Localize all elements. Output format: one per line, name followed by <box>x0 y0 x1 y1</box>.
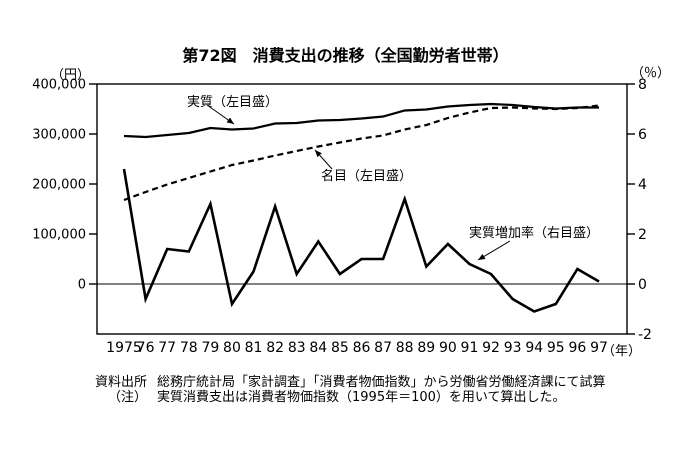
right-tick-label: 6 <box>638 127 647 143</box>
left-tick-label: 0 <box>78 278 86 293</box>
x-tick-label: 86 <box>353 340 371 356</box>
x-tick-label: 97 <box>590 340 608 356</box>
left-tick-label: 400,000 <box>32 78 86 93</box>
page-title: 第72図 消費支出の推移（全国勤労者世帯） <box>182 46 509 65</box>
growth-line <box>122 168 600 313</box>
series-label-nominal: 名目（左目盛） <box>321 169 413 184</box>
x-tick-label: 87 <box>374 340 392 356</box>
source-text: 総務庁統計局「家計調査」「消費者物価指数」から労働省労働経済課にて試算 <box>157 375 606 390</box>
x-tick-label: 80 <box>223 340 241 356</box>
series-label-real: 実質（左目盛） <box>187 95 279 110</box>
x-tick-label: 95 <box>547 340 565 356</box>
series-label-growth: 実質増加率（右目盛） <box>469 226 600 241</box>
x-tick-label: 90 <box>439 340 457 356</box>
x-tick-label: 89 <box>417 340 435 356</box>
x-tick-label: 94 <box>525 340 543 356</box>
left-tick-label: 300,000 <box>32 128 86 143</box>
footnotes: 資料出所 総務庁統計局「家計調査」「消費者物価指数」から労働省労働経済課にて試算… <box>93 375 606 406</box>
right-axis-unit: （％） <box>631 66 671 81</box>
right-tick-label: 0 <box>638 277 647 293</box>
annotation-arrow-growth <box>477 240 511 261</box>
note-label: （注） <box>107 389 147 405</box>
x-tick-label: 85 <box>331 340 349 356</box>
source-label: 資料出所 <box>94 375 147 390</box>
source-row: 資料出所 総務庁統計局「家計調査」「消費者物価指数」から労働省労働経済課にて試算 <box>93 375 606 391</box>
x-tick-label: 93 <box>504 340 522 356</box>
nominal-line <box>123 104 600 202</box>
x-tick-label: 83 <box>288 340 306 356</box>
right-tick-label: -2 <box>638 327 652 343</box>
left-axis-unit: （円） <box>50 68 90 83</box>
real-line <box>123 102 599 139</box>
x-tick-label: 92 <box>482 340 500 356</box>
note-row: （注） 実質消費支出は消費者物価指数（1995年＝100）を用いて算出した。 <box>93 389 606 406</box>
x-tick-label: 91 <box>461 340 479 356</box>
x-tick-label: 78 <box>180 340 198 356</box>
x-tick-label: 79 <box>201 340 219 356</box>
note-text: 実質消費支出は消費者物価指数（1995年＝100）を用いて算出した。 <box>157 389 566 405</box>
annotation-arrow-nominal <box>314 149 333 170</box>
right-tick-label: 2 <box>638 227 647 243</box>
x-tick-label: 76 <box>137 340 155 356</box>
x-tick-label: 96 <box>568 340 586 356</box>
plot-frame <box>96 83 628 335</box>
x-tick-label: 81 <box>245 340 263 356</box>
x-tick-label: 84 <box>309 340 327 356</box>
right-tick-label: 4 <box>638 177 647 193</box>
left-axis: 400,000 300,000 200,000 100,000 0 <box>32 78 97 293</box>
x-tick-label: 82 <box>266 340 284 356</box>
right-axis: 8 6 4 2 0 -2 <box>627 77 652 343</box>
x-tick-label: 77 <box>158 340 176 356</box>
x-tick-label: 88 <box>396 340 414 356</box>
left-tick-label: 200,000 <box>32 178 86 193</box>
x-tick-label: 1975 <box>106 340 142 356</box>
x-axis-unit: （年） <box>602 344 642 359</box>
right-tick-label: 8 <box>638 77 647 93</box>
annotation-arrow-real <box>206 104 235 125</box>
left-tick-label: 100,000 <box>32 228 86 243</box>
